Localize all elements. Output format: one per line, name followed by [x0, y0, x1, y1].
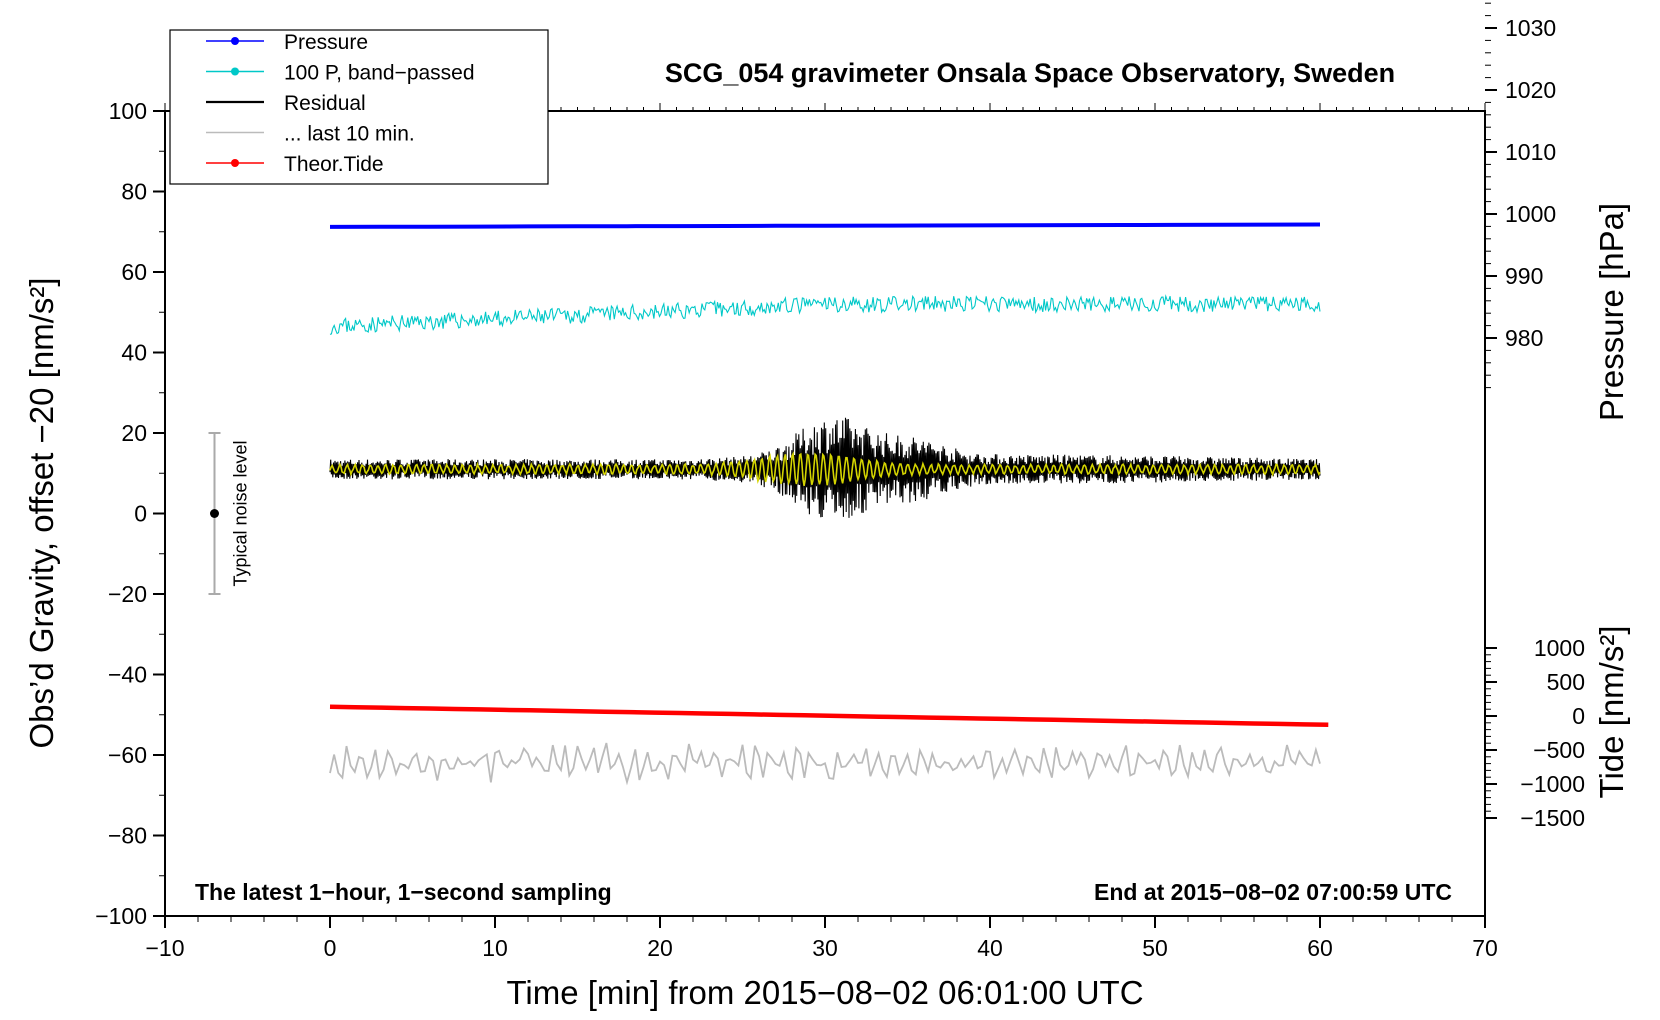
y-left-tick-label: −80: [108, 823, 147, 849]
pressure-tick-label: 1000: [1505, 201, 1556, 227]
legend: Pressure 100 P, band−passed Residual ... la…: [169, 29, 549, 185]
tide-tick-label: 500: [1547, 669, 1585, 695]
y-left-tick-label: −40: [108, 662, 147, 688]
pressure-tick-label: 990: [1505, 263, 1543, 289]
plot-frame: [164, 110, 1486, 917]
series-last-10-min: [329, 742, 1321, 786]
y-left-tick-label: −60: [108, 742, 147, 768]
pressure-tick-label: 1010: [1505, 139, 1556, 165]
y-left-tick-label: 20: [121, 420, 147, 446]
x-axis-ticks: −10 0 10 20 30 40 50 60 70: [145, 103, 1498, 961]
x-tick-label: 50: [1142, 935, 1168, 961]
legend-label: Residual: [284, 92, 366, 115]
x-tick-label: 40: [977, 935, 1003, 961]
annotation-bottom-right: End at 2015−08−02 07:00:59 UTC: [1094, 879, 1452, 905]
series-residual-filtered: [329, 451, 1321, 486]
tide-tick-label: −1000: [1520, 771, 1585, 797]
pressure-axis-title: Pressure [hPa]: [1593, 203, 1630, 421]
tide-tick-label: 0: [1572, 703, 1585, 729]
x-tick-label: 10: [482, 935, 508, 961]
x-tick-label: 70: [1472, 935, 1498, 961]
chart-title: SCG_054 gravimeter Onsala Space Observat…: [665, 58, 1395, 88]
legend-label: ... last 10 min.: [284, 123, 415, 146]
tide-tick-label: −500: [1533, 737, 1585, 763]
noise-bar: Typical noise level: [208, 432, 251, 595]
series-theoretical-tide: [329, 704, 1329, 728]
legend-marker: [231, 37, 239, 45]
x-tick-label: 0: [324, 935, 337, 961]
legend-label: 100 P, band−passed: [284, 62, 475, 85]
x-tick-label: 30: [812, 935, 838, 961]
tide-axis-ticks: 1000 500 0 −500 −1000 −1500: [1485, 635, 1585, 831]
x-axis-title: Time [min] from 2015−08−02 06:01:00 UTC: [506, 974, 1143, 1011]
y-left-tick-label: 60: [121, 259, 147, 285]
tide-tick-label: 1000: [1534, 635, 1585, 661]
legend-marker: [231, 67, 239, 76]
x-tick-label: −10: [145, 935, 184, 961]
legend-box: [169, 29, 549, 185]
series-group: [329, 222, 1329, 786]
y-left-tick-label: −100: [95, 903, 147, 929]
pressure-tick-label: 980: [1505, 325, 1543, 351]
legend-label: Pressure: [284, 31, 368, 54]
series-band-passed-pressure: [329, 294, 1321, 335]
series-pressure: [329, 222, 1321, 229]
noise-bar-center-dot: [210, 509, 219, 518]
tide-tick-label: −1500: [1520, 805, 1585, 831]
y-left-tick-label: 100: [109, 98, 147, 124]
x-tick-label: 60: [1307, 935, 1333, 961]
x-tick-label: 20: [647, 935, 673, 961]
y-left-tick-label: 40: [121, 340, 147, 366]
legend-label: Theor.Tide: [284, 153, 384, 176]
y-left-tick-label: 80: [121, 179, 147, 205]
noise-bar-label: Typical noise level: [231, 440, 251, 586]
legend-marker: [231, 159, 239, 167]
annotation-bottom-left: The latest 1−hour, 1−second sampling: [195, 879, 612, 905]
y-left-tick-label: −20: [108, 581, 147, 607]
pressure-tick-label: 1030: [1505, 15, 1556, 41]
y-left-axis-ticks: 100 80 60 40 20 0 −20 −40 −60 −80 −100: [95, 98, 165, 929]
tide-axis-title: Tide [nm/s²]: [1593, 626, 1630, 799]
pressure-tick-label: 1020: [1505, 77, 1556, 103]
y-left-tick-label: 0: [134, 501, 147, 527]
pressure-axis-ticks: 1030 1020 1010 1000 990 980: [1485, 2, 1556, 389]
y-left-axis-title: Obs’d Gravity, offset −20 [nm/s²]: [23, 277, 60, 748]
